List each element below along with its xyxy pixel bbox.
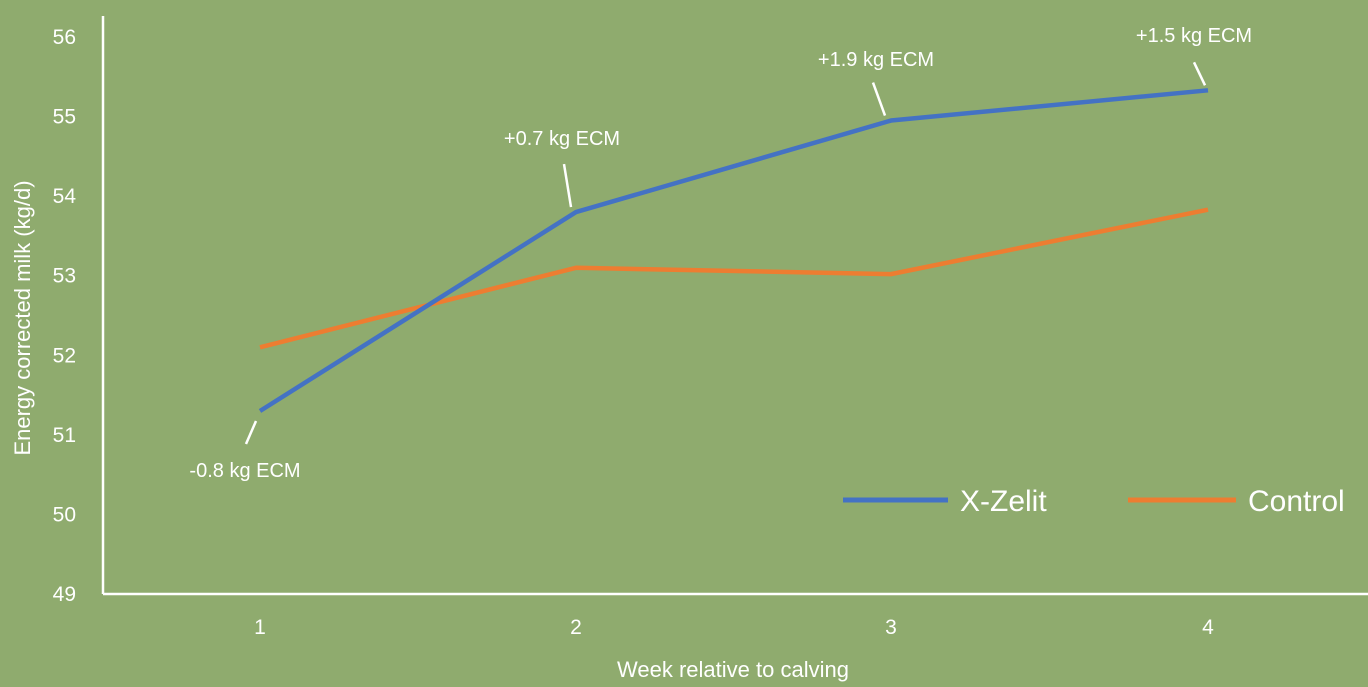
y-tick-labels: 49 50 51 52 53 54 55 56 [53,26,77,606]
series-line-control [259,207,1209,350]
y-tick-label: 51 [53,424,76,447]
series-line-x-zelit [258,88,1209,413]
legend: X-Zelit Control [843,485,1345,518]
annotation-leader [562,163,573,208]
x-axis-title: Week relative to calving [617,657,849,682]
annotations: -0.8 kg ECM +0.7 kg ECM +1.9 kg ECM +1.5 kg… [189,25,1252,482]
x-tick-label: 1 [254,616,266,639]
axes [101,16,1368,596]
y-tick-label: 49 [53,583,76,606]
x-tick-label: 3 [885,616,897,639]
x-tick-label: 4 [1202,616,1214,639]
annotation-label: -0.8 kg ECM [189,460,300,482]
y-axis-title: Energy corrected milk (kg/d) [10,180,35,455]
annotation-leader [244,420,258,445]
y-tick-label: 56 [53,26,76,49]
annotation-leader [1192,61,1207,86]
y-tick-label: 50 [53,503,76,526]
annotation-label: +1.5 kg ECM [1136,25,1252,47]
annotation-leader [871,82,887,116]
legend-label-control: Control [1248,485,1345,518]
y-tick-label: 55 [53,106,76,129]
y-tick-label: 54 [53,185,77,208]
annotation-label: +0.7 kg ECM [504,128,620,150]
x-tick-labels: 1 2 3 4 [254,616,1214,639]
y-tick-label: 52 [53,344,76,367]
annotation-label: +1.9 kg ECM [818,49,934,71]
y-tick-label: 53 [53,265,76,288]
series-lines [258,88,1209,413]
x-tick-label: 2 [570,616,582,639]
legend-label-x-zelit: X-Zelit [960,485,1047,518]
